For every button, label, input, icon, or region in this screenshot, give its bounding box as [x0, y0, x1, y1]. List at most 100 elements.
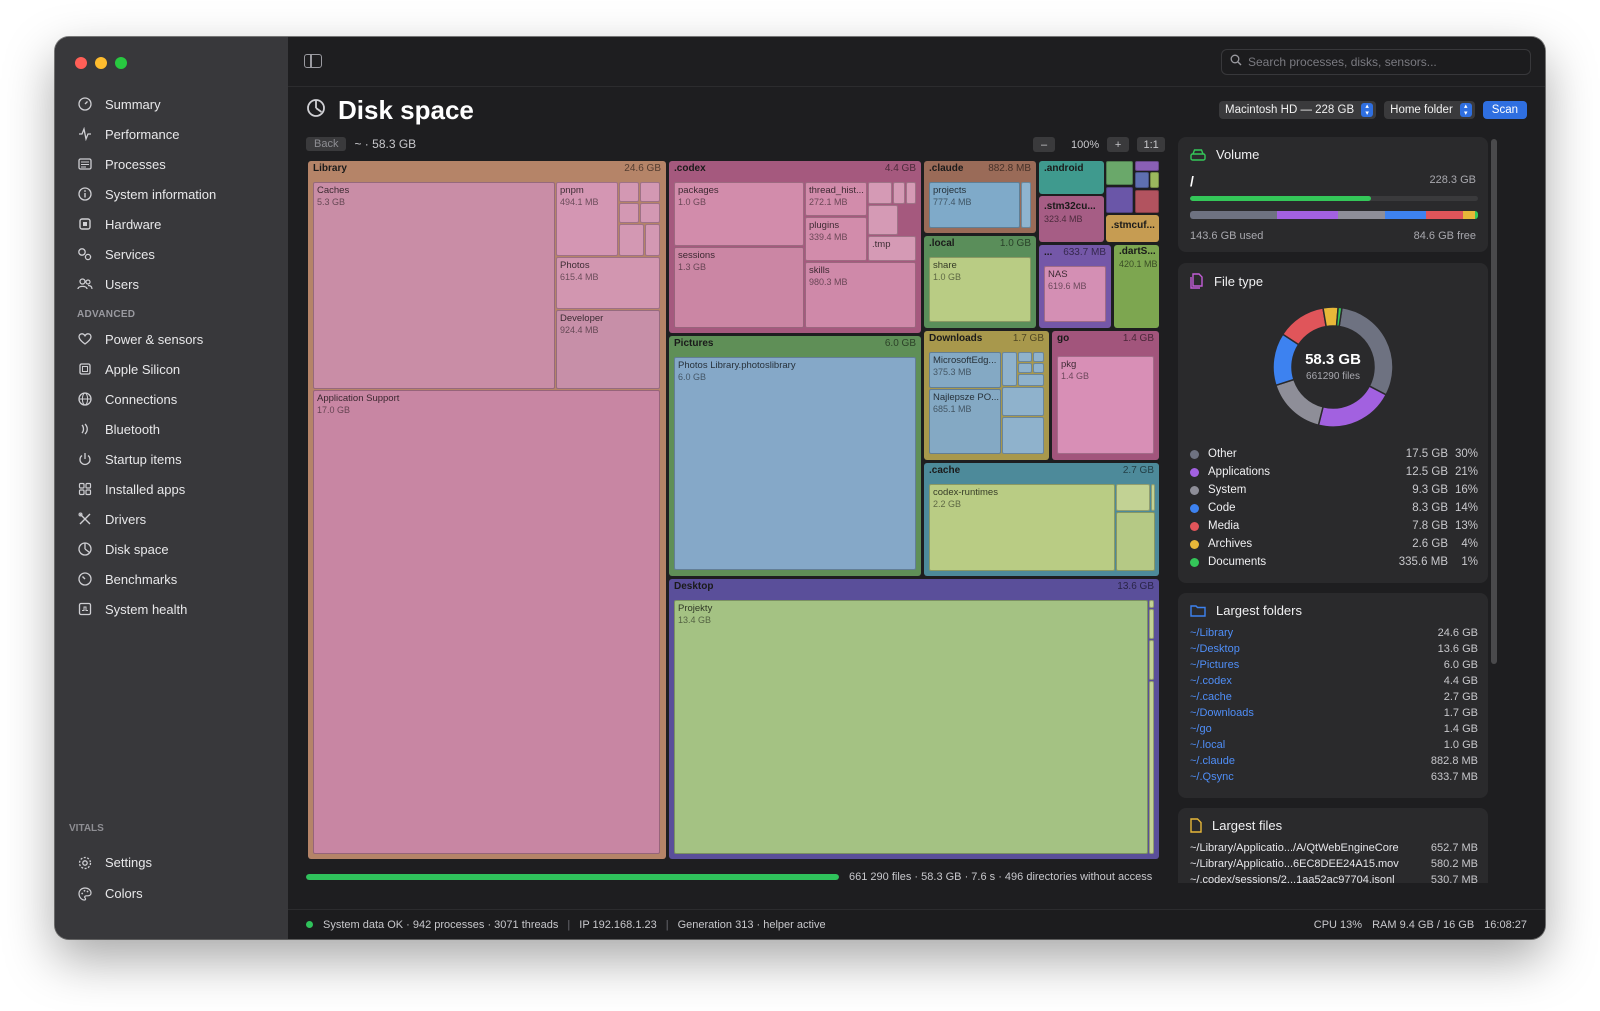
treemap-tile-small[interactable] [1018, 374, 1044, 386]
folder-path-link[interactable]: ~/Downloads [1190, 707, 1254, 719]
file-row[interactable]: ~/.codex/sessions/2...1aa52ac97704.jsonl… [1190, 874, 1478, 883]
treemap-tile-thread-history[interactable]: thread_hist... 272.1 MB [805, 182, 867, 216]
treemap-tile-sessions[interactable]: sessions 1.3 GB [674, 247, 804, 328]
sidebar-item-drivers[interactable]: Drivers [55, 504, 288, 534]
treemap-tile-small[interactable] [1151, 484, 1155, 511]
treemap-tile-developer[interactable]: Developer 924.4 MB [556, 310, 660, 389]
treemap-tile-codex-runtimes[interactable]: codex-runtimes 2.2 GB [929, 484, 1115, 571]
treemap-tile-small[interactable] [1150, 172, 1159, 188]
folder-path-link[interactable]: ~/Pictures [1190, 659, 1240, 671]
folder-row[interactable]: ~/Desktop 13.6 GB [1190, 643, 1478, 655]
sidebar-item-disk-space[interactable]: Disk space [55, 534, 288, 564]
sidebar-item-hardware[interactable]: Hardware [55, 209, 288, 239]
treemap-tile-projekty[interactable]: Projekty 13.4 GB [674, 600, 1148, 854]
treemap-tile-projects[interactable]: projects 777.4 MB [929, 182, 1020, 228]
back-button[interactable]: Back [306, 137, 347, 151]
folder-row[interactable]: ~/.codex 4.4 GB [1190, 675, 1478, 687]
treemap-tile-small[interactable] [1135, 190, 1159, 213]
sidebar-item-system-health[interactable]: System health [55, 594, 288, 624]
treemap-tile-small[interactable] [893, 182, 905, 204]
search-input[interactable] [1248, 55, 1518, 69]
treemap-tile-small[interactable] [1135, 161, 1159, 171]
treemap-folder-go[interactable]: go 1.4 GB pkg 1.4 GB [1052, 331, 1159, 460]
donut-slice-documents[interactable] [1335, 306, 1343, 328]
treemap-tile-small[interactable] [619, 224, 644, 256]
donut-slice-archives[interactable] [1322, 306, 1339, 328]
treemap-tile-small[interactable] [1135, 172, 1149, 188]
treemap-folder-cache[interactable]: .cache 2.7 GB codex-runtimes 2.2 GB [924, 463, 1159, 576]
treemap-tile-small[interactable] [1018, 363, 1032, 373]
treemap-tile-small[interactable] [619, 203, 639, 223]
treemap-tile-small[interactable] [1002, 387, 1044, 416]
treemap-tile-small[interactable] [1021, 182, 1031, 228]
treemap-tile-caches[interactable]: Caches 5.3 GB [313, 182, 555, 389]
treemap-tile-small[interactable] [906, 182, 916, 204]
minimize-window-button[interactable] [95, 57, 107, 69]
treemap-folder-claude[interactable]: .claude 882.8 MB projects 777.4 MB [924, 161, 1036, 233]
folder-row[interactable]: ~/.cache 2.7 GB [1190, 691, 1478, 703]
donut-slice-media[interactable] [1281, 306, 1328, 346]
treemap-tile-small[interactable] [1149, 600, 1154, 608]
treemap-folder-android[interactable]: .android [1039, 161, 1104, 194]
scan-button[interactable]: Scan [1482, 101, 1527, 119]
sidebar-item-installed-apps[interactable]: Installed apps [55, 474, 288, 504]
folder-path-link[interactable]: ~/.local [1190, 739, 1226, 751]
treemap-tile-pkg[interactable]: pkg 1.4 GB [1057, 356, 1154, 454]
treemap-tile-najlepsze[interactable]: Najlepsze PO... 685.1 MB [929, 389, 1001, 454]
folder-path-link[interactable]: ~/Library [1190, 627, 1234, 639]
search-field[interactable] [1221, 49, 1531, 75]
treemap-tile-share[interactable]: share 1.0 GB [929, 257, 1031, 322]
folder-row[interactable]: ~/.local 1.0 GB [1190, 739, 1478, 751]
treemap-tile-small[interactable] [1149, 640, 1154, 680]
treemap-tile-small[interactable] [619, 182, 639, 202]
sidebar-item-users[interactable]: Users [55, 269, 288, 299]
treemap-tile-microsoft-edge[interactable]: MicrosoftEdg... 375.3 MB [929, 352, 1001, 388]
volume-select[interactable]: Macintosh HD — 228 GB ▴ ▾ [1219, 101, 1377, 119]
treemap-tile-small[interactable] [1106, 161, 1133, 185]
treemap-tile-small[interactable] [645, 224, 660, 256]
maximize-window-button[interactable] [115, 57, 127, 69]
sidebar-item-summary[interactable]: Summary [55, 89, 288, 119]
treemap-folder-pictures[interactable]: Pictures 6.0 GB Photos Library.photoslib… [669, 336, 921, 576]
treemap-tile-small[interactable] [1149, 681, 1154, 854]
folder-row[interactable]: ~/Library 24.6 GB [1190, 627, 1478, 639]
zoom-in-button[interactable]: + [1107, 137, 1130, 152]
folder-path-link[interactable]: ~/go [1190, 723, 1212, 735]
treemap-folder-stm32[interactable]: .stm32cu... 323.4 MB [1039, 196, 1104, 242]
folder-row[interactable]: ~/Downloads 1.7 GB [1190, 707, 1478, 719]
treemap-tile-skills[interactable]: skills 980.3 MB [805, 262, 916, 328]
treemap-folder-dartserver[interactable]: .dartS... 420.1 MB [1114, 245, 1159, 328]
sidebar-item-startup-items[interactable]: Startup items [55, 444, 288, 474]
sidebar-item-colors[interactable]: Colors [55, 878, 288, 909]
treemap-folder-stmcube[interactable]: .stmcuf... [1106, 215, 1159, 242]
right-panel-scrollbar[interactable] [1491, 139, 1497, 664]
treemap-folder-codex[interactable]: .codex 4.4 GB packages 1.0 GB thread_his… [669, 161, 921, 333]
treemap-folder-downloads[interactable]: Downloads 1.7 GB MicrosoftEdg... 375.3 M… [924, 331, 1049, 460]
sidebar-item-benchmarks[interactable]: Benchmarks [55, 564, 288, 594]
sidebar-toggle-icon[interactable] [304, 54, 322, 68]
treemap-tile-plugins[interactable]: plugins 339.4 MB [805, 217, 867, 261]
sidebar-item-power-sensors[interactable]: Power & sensors [55, 324, 288, 354]
zoom-actual-size-button[interactable]: 1:1 [1137, 137, 1166, 152]
treemap-folder-library[interactable]: Library 24.6 GB Caches 5.3 GB pnpm 494.1… [308, 161, 666, 859]
treemap-tile-photos-library[interactable]: Photos Library.photoslibrary 6.0 GB [674, 357, 916, 570]
sidebar-item-connections[interactable]: Connections [55, 384, 288, 414]
treemap-tile-small[interactable] [868, 205, 898, 235]
treemap-tile-photos[interactable]: Photos 615.4 MB [556, 257, 660, 309]
treemap-tile-small[interactable] [1033, 352, 1044, 362]
treemap-tile-small[interactable] [1116, 484, 1150, 511]
sidebar-item-processes[interactable]: Processes [55, 149, 288, 179]
treemap-tile-small[interactable] [868, 182, 892, 204]
scope-select[interactable]: Home folder ▴ ▾ [1384, 101, 1475, 119]
folder-row[interactable]: ~/Pictures 6.0 GB [1190, 659, 1478, 671]
treemap-tile-small[interactable] [1002, 352, 1017, 386]
treemap-tile-small[interactable] [640, 203, 660, 223]
sidebar-item-services[interactable]: Services [55, 239, 288, 269]
sidebar-item-bluetooth[interactable]: Bluetooth [55, 414, 288, 444]
folder-path-link[interactable]: ~/.cache [1190, 691, 1232, 703]
treemap-folder-local[interactable]: .local 1.0 GB share 1.0 GB [924, 236, 1036, 328]
donut-slice-system[interactable] [1274, 378, 1324, 427]
folder-path-link[interactable]: ~/.claude [1190, 755, 1235, 767]
treemap-tile-small[interactable] [1149, 609, 1154, 639]
folder-row[interactable]: ~/.Qsync 633.7 MB [1190, 771, 1478, 783]
